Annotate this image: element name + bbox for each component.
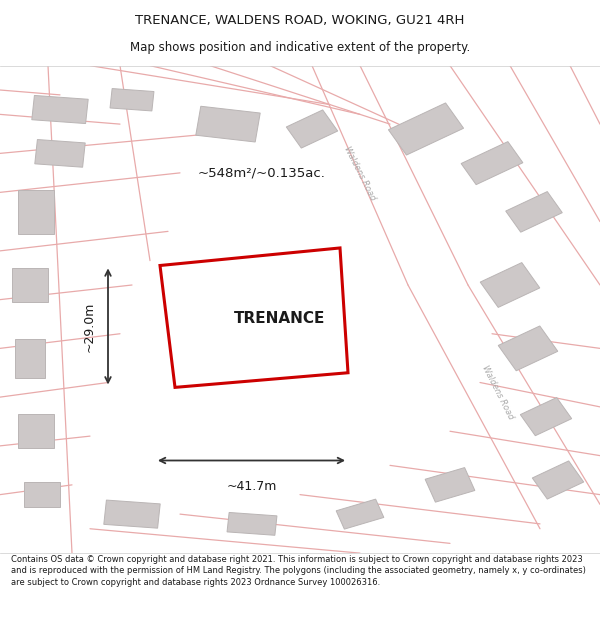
Polygon shape	[227, 512, 277, 535]
Polygon shape	[532, 461, 584, 499]
Polygon shape	[15, 339, 45, 377]
Polygon shape	[35, 139, 85, 168]
Polygon shape	[110, 89, 154, 111]
Polygon shape	[461, 142, 523, 184]
Text: ~41.7m: ~41.7m	[226, 480, 277, 493]
Text: Waldens Road: Waldens Road	[481, 364, 515, 421]
Polygon shape	[18, 414, 54, 448]
Polygon shape	[520, 398, 572, 436]
Text: ~548m²/~0.135ac.: ~548m²/~0.135ac.	[198, 166, 326, 179]
Polygon shape	[480, 262, 540, 308]
Polygon shape	[104, 500, 160, 528]
Text: Contains OS data © Crown copyright and database right 2021. This information is : Contains OS data © Crown copyright and d…	[11, 554, 586, 587]
Polygon shape	[425, 468, 475, 502]
Polygon shape	[498, 326, 558, 371]
Polygon shape	[388, 103, 464, 155]
Text: Map shows position and indicative extent of the property.: Map shows position and indicative extent…	[130, 41, 470, 54]
Text: TRENANCE, WALDENS ROAD, WOKING, GU21 4RH: TRENANCE, WALDENS ROAD, WOKING, GU21 4RH	[136, 14, 464, 28]
Text: TRENANCE: TRENANCE	[234, 311, 325, 326]
Polygon shape	[286, 110, 338, 148]
Polygon shape	[24, 482, 60, 507]
Polygon shape	[160, 248, 348, 388]
Text: Waldens Road: Waldens Road	[343, 144, 377, 201]
Polygon shape	[336, 499, 384, 529]
Text: ~29.0m: ~29.0m	[83, 301, 96, 352]
Polygon shape	[196, 106, 260, 142]
Polygon shape	[506, 192, 562, 232]
Polygon shape	[32, 96, 88, 124]
Polygon shape	[18, 190, 54, 234]
Polygon shape	[12, 268, 48, 302]
